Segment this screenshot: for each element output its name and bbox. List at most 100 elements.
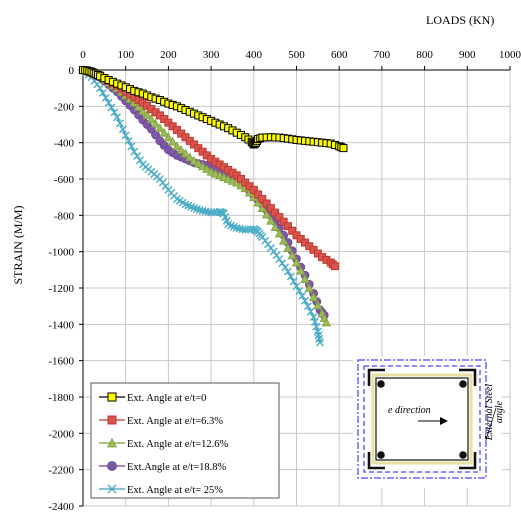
data-point	[311, 317, 319, 326]
data-point	[271, 208, 280, 217]
y-tick-label: -200	[54, 101, 75, 113]
x-tick-label: 400	[246, 49, 263, 61]
label-leader	[485, 407, 497, 441]
data-point	[133, 151, 142, 160]
rebar-dot	[459, 380, 467, 388]
data-point	[107, 461, 117, 471]
direction-arrowhead	[440, 417, 448, 425]
x-tick-label: 100	[117, 49, 134, 61]
y-tick-label: 0	[69, 65, 75, 77]
data-point	[107, 484, 117, 494]
y-tick-label: -1200	[48, 283, 74, 295]
data-point	[249, 185, 258, 194]
data-point	[278, 259, 287, 268]
data-point	[266, 215, 276, 225]
rebar-dot	[459, 451, 467, 459]
x-tick-label: 800	[416, 49, 433, 61]
data-point	[321, 317, 332, 327]
direction-label: e direction	[388, 405, 431, 416]
data-point	[151, 130, 160, 140]
x-axis-ticks: 0 100 200 300 400 500 600 700 800 900 1000	[80, 49, 521, 70]
y-axis-ticks: 0 -200 -400 -600 -800 -1000 -1200 -1400 -1600 -18…	[48, 65, 83, 513]
data-point	[289, 277, 298, 286]
y-tick-label: -600	[54, 174, 75, 186]
stirrup	[375, 377, 469, 461]
data-point	[275, 254, 284, 263]
concrete-core	[371, 373, 473, 465]
y-tick-label: -400	[54, 138, 75, 150]
data-point	[101, 93, 110, 102]
legend-label: Ext. Angle at e/t=0	[127, 393, 206, 404]
legend-box	[90, 382, 280, 499]
data-point	[274, 228, 285, 238]
data-point	[113, 113, 122, 122]
data-point	[313, 300, 323, 310]
y-tick-label: -2200	[48, 465, 74, 477]
data-point	[107, 103, 116, 112]
data-point	[159, 127, 169, 137]
legend-label: Ext. Angle at e/t=6.3%	[127, 416, 223, 427]
data-point	[257, 203, 268, 212]
data-point	[291, 257, 302, 267]
x-tick-label: 900	[459, 49, 476, 61]
legend-label: Ext. Angle at e/t=12.6%	[127, 439, 229, 450]
legend-label: Ext. Angle at e/t= 25%	[127, 485, 223, 496]
data-point	[150, 118, 161, 128]
data-point	[306, 307, 315, 316]
data-point	[96, 84, 105, 93]
y-tick-label: -2400	[48, 501, 74, 513]
steel-angle	[459, 452, 477, 470]
data-point	[266, 204, 275, 213]
data-point	[130, 147, 139, 156]
data-point	[146, 114, 156, 123]
data-point	[292, 282, 301, 291]
x-tick-label: 200	[160, 49, 177, 61]
data-point	[304, 283, 314, 292]
data-point	[189, 155, 199, 165]
data-point	[275, 213, 284, 222]
inset-outer-outline	[357, 359, 487, 479]
x-axis-title: LOADS (KN)	[426, 13, 494, 27]
steel-angle	[459, 368, 477, 386]
data-point	[330, 262, 339, 271]
legend-label: Ext.Angle at e/t=18.8%	[127, 462, 226, 473]
data-point	[138, 106, 148, 115]
data-point	[287, 250, 297, 260]
data-point	[135, 156, 144, 165]
legend-item: Ext. Angle at e/t=6.3%	[99, 415, 223, 427]
data-point	[202, 164, 212, 173]
x-tick-label: 600	[331, 49, 348, 61]
data-point	[303, 302, 312, 311]
data-point	[261, 209, 272, 219]
data-point	[309, 313, 318, 322]
data-point	[286, 272, 295, 281]
x-tick-label: 700	[374, 49, 391, 61]
data-point	[281, 263, 290, 272]
rebar-dot	[377, 451, 385, 459]
data-point	[295, 287, 304, 296]
x-tick-label: 500	[288, 49, 305, 61]
y-tick-label: -1600	[48, 356, 74, 368]
data-point	[283, 222, 292, 231]
side-label: angle	[494, 400, 505, 423]
data-point	[298, 291, 307, 300]
steel-angle	[367, 368, 385, 386]
data-point	[262, 199, 271, 208]
x-tick-label: 1000	[499, 49, 521, 61]
y-tick-label: -1800	[48, 392, 74, 404]
data-point	[288, 226, 297, 235]
y-axis-title: STRAIN (M/M)	[11, 205, 25, 284]
data-point	[98, 89, 107, 98]
data-point	[168, 136, 178, 146]
data-point	[176, 145, 186, 154]
legend: Ext. Angle at e/t=0 Ext. Angle at e/t=6.3…	[90, 382, 280, 499]
data-point	[107, 392, 117, 402]
data-point	[104, 98, 113, 107]
data-point	[163, 132, 174, 142]
x-tick-label: 300	[203, 49, 220, 61]
data-point	[283, 243, 293, 252]
data-point	[110, 108, 119, 117]
data-point	[339, 144, 348, 153]
column-section-inset: e direction External Steel angle	[353, 356, 505, 488]
data-point	[254, 190, 263, 199]
